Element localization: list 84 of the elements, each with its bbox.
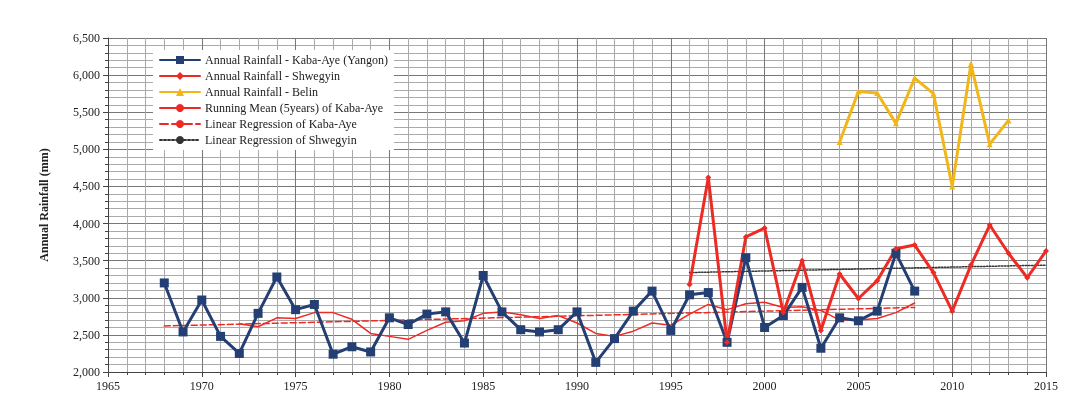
point <box>874 277 881 284</box>
legend-label: Annual Rainfall - Kaba-Aye (Yangon) <box>205 53 388 67</box>
x-tick-label: 1975 <box>283 379 308 393</box>
point <box>497 307 507 317</box>
point <box>647 286 657 296</box>
point <box>855 295 862 302</box>
point <box>874 89 881 96</box>
point <box>309 299 319 309</box>
point <box>930 90 937 97</box>
point <box>761 225 768 232</box>
x-tick-label: 1970 <box>189 379 214 393</box>
point <box>178 327 188 337</box>
x-tick-label: 1985 <box>471 379 496 393</box>
point <box>441 307 451 317</box>
point <box>347 342 357 352</box>
point <box>1024 274 1031 281</box>
y-tick-label: 3,500 <box>73 253 100 268</box>
point <box>553 325 563 335</box>
point <box>234 348 244 358</box>
point <box>741 253 751 263</box>
y-tick-label: 3,000 <box>73 290 100 305</box>
point <box>666 325 676 335</box>
legend-label: Linear Regression of Kaba-Aye <box>205 117 357 131</box>
x-tick-label: 1995 <box>658 379 683 393</box>
y-tick-label: 2,000 <box>73 365 100 379</box>
point <box>384 313 394 323</box>
point <box>572 307 582 317</box>
point <box>872 306 882 316</box>
point <box>686 281 693 288</box>
point <box>1005 117 1012 124</box>
point <box>930 269 937 276</box>
legend-label: Annual Rainfall - Belin <box>205 85 318 99</box>
point <box>366 347 376 357</box>
point <box>911 242 918 249</box>
point <box>610 334 620 344</box>
point <box>967 262 974 269</box>
y-tick-label: 4,500 <box>73 179 100 194</box>
y-tick-label: 6,000 <box>73 68 100 83</box>
x-tick-label: 2000 <box>752 379 777 393</box>
x-tick-label: 2010 <box>940 379 965 393</box>
point <box>159 278 169 288</box>
point <box>967 60 974 67</box>
legend-label: Running Mean (5years) of Kaba-Aye <box>205 101 384 115</box>
point <box>1043 248 1049 255</box>
point <box>760 322 770 332</box>
point <box>911 75 918 82</box>
point <box>422 309 432 319</box>
y-tick-label: 4,000 <box>73 216 100 231</box>
point <box>328 349 338 359</box>
point <box>835 313 845 323</box>
point <box>685 290 695 300</box>
point <box>816 343 826 353</box>
point <box>534 327 544 337</box>
point <box>197 295 207 305</box>
x-tick-label: 1980 <box>377 379 402 393</box>
point <box>891 248 901 258</box>
point <box>853 316 863 326</box>
y-tick-label: 5,000 <box>73 142 100 157</box>
point <box>910 286 920 296</box>
y-tick-label: 5,500 <box>73 105 100 120</box>
point <box>797 282 807 292</box>
point <box>272 272 282 282</box>
legend-label: Linear Regression of Shwegyin <box>205 133 357 147</box>
point <box>1005 250 1012 257</box>
point <box>291 305 301 315</box>
x-tick-label: 1965 <box>96 379 120 393</box>
x-tick-label: 2015 <box>1034 379 1058 393</box>
point <box>253 308 263 318</box>
point <box>478 271 488 281</box>
x-tick-label: 1990 <box>565 379 589 393</box>
y-axis-title: Annual Rainfall (mm) <box>37 148 51 262</box>
legend-label: Annual Rainfall - Shwegyin <box>205 69 340 83</box>
y-tick-label: 2,500 <box>73 327 100 342</box>
y-tick-label: 6,500 <box>73 31 100 45</box>
point <box>892 245 899 252</box>
point <box>459 338 469 348</box>
point <box>742 233 749 240</box>
point <box>591 357 601 367</box>
point <box>403 320 413 329</box>
point <box>703 288 713 298</box>
point <box>216 331 226 341</box>
point <box>516 325 526 335</box>
point <box>628 306 638 316</box>
x-tick-label: 2005 <box>846 379 871 393</box>
